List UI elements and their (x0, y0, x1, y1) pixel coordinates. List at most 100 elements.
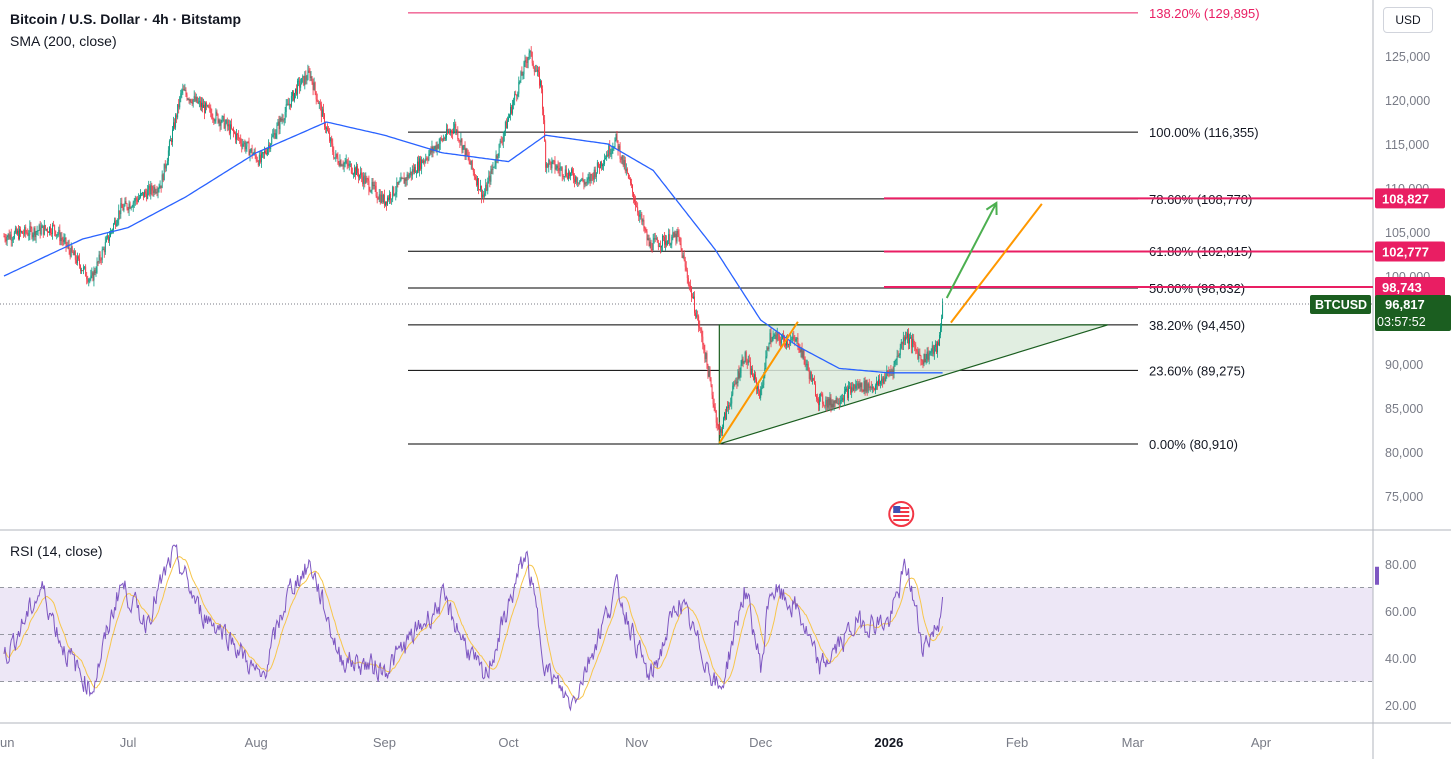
rsi-indicator-label[interactable]: RSI (14, close) (10, 543, 103, 559)
sma-indicator-label[interactable]: SMA (200, close) (10, 33, 117, 49)
flag-canton (893, 506, 901, 513)
candle-body (451, 130, 453, 133)
candle-body (902, 337, 904, 345)
resistance-price-tag[interactable] (1375, 241, 1445, 262)
candle-body (528, 53, 530, 58)
candle-body (688, 284, 690, 286)
candle-body (623, 159, 625, 166)
candle-body (96, 261, 98, 273)
candle-body (503, 131, 505, 137)
candle-body (32, 234, 34, 238)
candle-body (838, 403, 840, 404)
candle-body (288, 103, 290, 106)
candle-body (769, 332, 771, 344)
candle-body (635, 201, 637, 206)
candle-body (886, 371, 888, 377)
candle-body (105, 238, 107, 243)
candle-body (294, 92, 295, 101)
candle-body (416, 172, 417, 174)
candle-body (458, 139, 460, 141)
candle-body (290, 95, 292, 107)
candle-body (564, 169, 566, 177)
candle-body (393, 186, 395, 196)
candle-body (740, 364, 742, 374)
time-axis-label: Feb (1006, 735, 1028, 750)
candle-body (414, 166, 416, 173)
current-price-tag[interactable] (1375, 295, 1451, 332)
resistance-price-tag[interactable] (1375, 188, 1445, 209)
us-flag-icon[interactable] (888, 501, 915, 527)
candle-body (664, 237, 665, 245)
candle-body (186, 94, 188, 100)
candle-body (517, 93, 519, 97)
current-price-label: 96,817 (1385, 297, 1425, 312)
candle-body (160, 185, 162, 189)
candle-body (344, 162, 346, 164)
candle-body (934, 343, 936, 347)
candle-body (371, 182, 373, 191)
currency-selector[interactable]: USD (1383, 7, 1433, 33)
rsi-line[interactable] (3, 543, 944, 712)
candle-body (672, 232, 674, 237)
candle-body (261, 152, 263, 154)
candle-body (210, 107, 212, 114)
candle-body (381, 194, 383, 202)
candle-body (524, 60, 526, 63)
candle-body (816, 396, 817, 399)
candle-body (547, 163, 549, 167)
candle-body (171, 139, 172, 142)
candle-body (383, 194, 385, 206)
candle-body (419, 158, 421, 171)
candle-body (790, 340, 792, 345)
candle-body (627, 172, 629, 178)
candle-body (903, 337, 905, 341)
candle-body (592, 175, 594, 180)
rsi-ma-line[interactable] (3, 556, 944, 700)
candle-body (3, 236, 5, 238)
candle-body (453, 128, 455, 134)
orange-trend-line[interactable] (950, 203, 1043, 324)
candle-body (331, 138, 333, 144)
candle-body (286, 103, 288, 105)
candle-body (388, 197, 389, 200)
candle-body (687, 278, 689, 285)
candle-body (216, 111, 218, 115)
green-arrow-shaft[interactable] (945, 202, 998, 299)
candle-body (340, 160, 342, 166)
candle-body (736, 381, 738, 384)
candle-body (760, 389, 762, 398)
resistance-price-label: 108,827 (1382, 191, 1429, 206)
symbol-tag[interactable] (1310, 295, 1371, 315)
candle-body (651, 249, 653, 251)
candle-body (493, 166, 495, 168)
candle-body (164, 163, 166, 169)
candle-body (832, 403, 834, 408)
candle-body (484, 193, 486, 197)
candle-body (801, 348, 803, 358)
candle-body (191, 102, 193, 104)
candle-body (328, 130, 330, 133)
candle-body (511, 106, 513, 114)
candle-body (52, 224, 54, 235)
candle-body (705, 353, 707, 359)
candle-body (193, 96, 195, 100)
candle-body (916, 349, 918, 352)
candle-body (583, 181, 585, 185)
resistance-price-tag[interactable] (1375, 277, 1445, 298)
candle-body (233, 128, 234, 133)
candle-body (36, 231, 38, 232)
candle-body (848, 386, 849, 398)
candle-body (773, 335, 775, 337)
candle-body (370, 190, 372, 192)
candle-body (28, 234, 30, 236)
candle-body (255, 155, 257, 161)
orange-trend-line[interactable] (718, 321, 799, 444)
candle-body (762, 384, 764, 388)
candle-body (682, 255, 684, 258)
candle-body (296, 88, 297, 95)
candle-body (5, 239, 7, 242)
candle-body (804, 358, 806, 366)
candle-body (910, 337, 912, 339)
ascending-triangle[interactable] (718, 324, 1109, 445)
